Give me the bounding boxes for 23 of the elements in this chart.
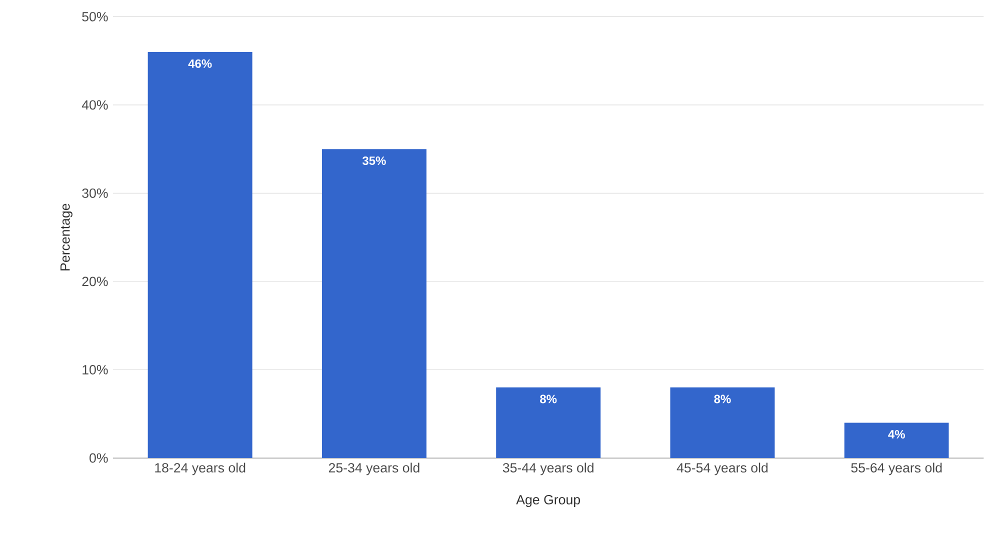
data-label: 8% [540,394,557,404]
data-label: 35% [362,156,386,165]
data-label: 46% [188,59,212,68]
x-tick-label: 18-24 years old [155,462,246,476]
y-tick-label: 50% [82,12,108,22]
data-label: 4% [888,430,905,439]
bar [670,387,775,458]
x-tick-label: 35-44 years old [502,462,594,476]
y-tick-label: 20% [82,276,108,286]
y-tick-label: 40% [82,100,108,110]
bar [844,422,949,458]
y-axis-title: Percentage [60,204,72,270]
bar [496,387,601,458]
bar [148,52,252,458]
y-tick-label: 0% [90,453,108,463]
x-tick-label: 45-54 years old [676,462,768,476]
x-axis-title: Age Group [516,494,580,508]
x-tick-label: 55-64 years old [851,462,942,476]
data-label: 8% [714,394,731,404]
y-tick-label: 30% [82,188,108,198]
x-tick-label: 25-34 years old [328,462,420,476]
bar [322,149,426,458]
y-tick-label: 10% [82,365,108,374]
